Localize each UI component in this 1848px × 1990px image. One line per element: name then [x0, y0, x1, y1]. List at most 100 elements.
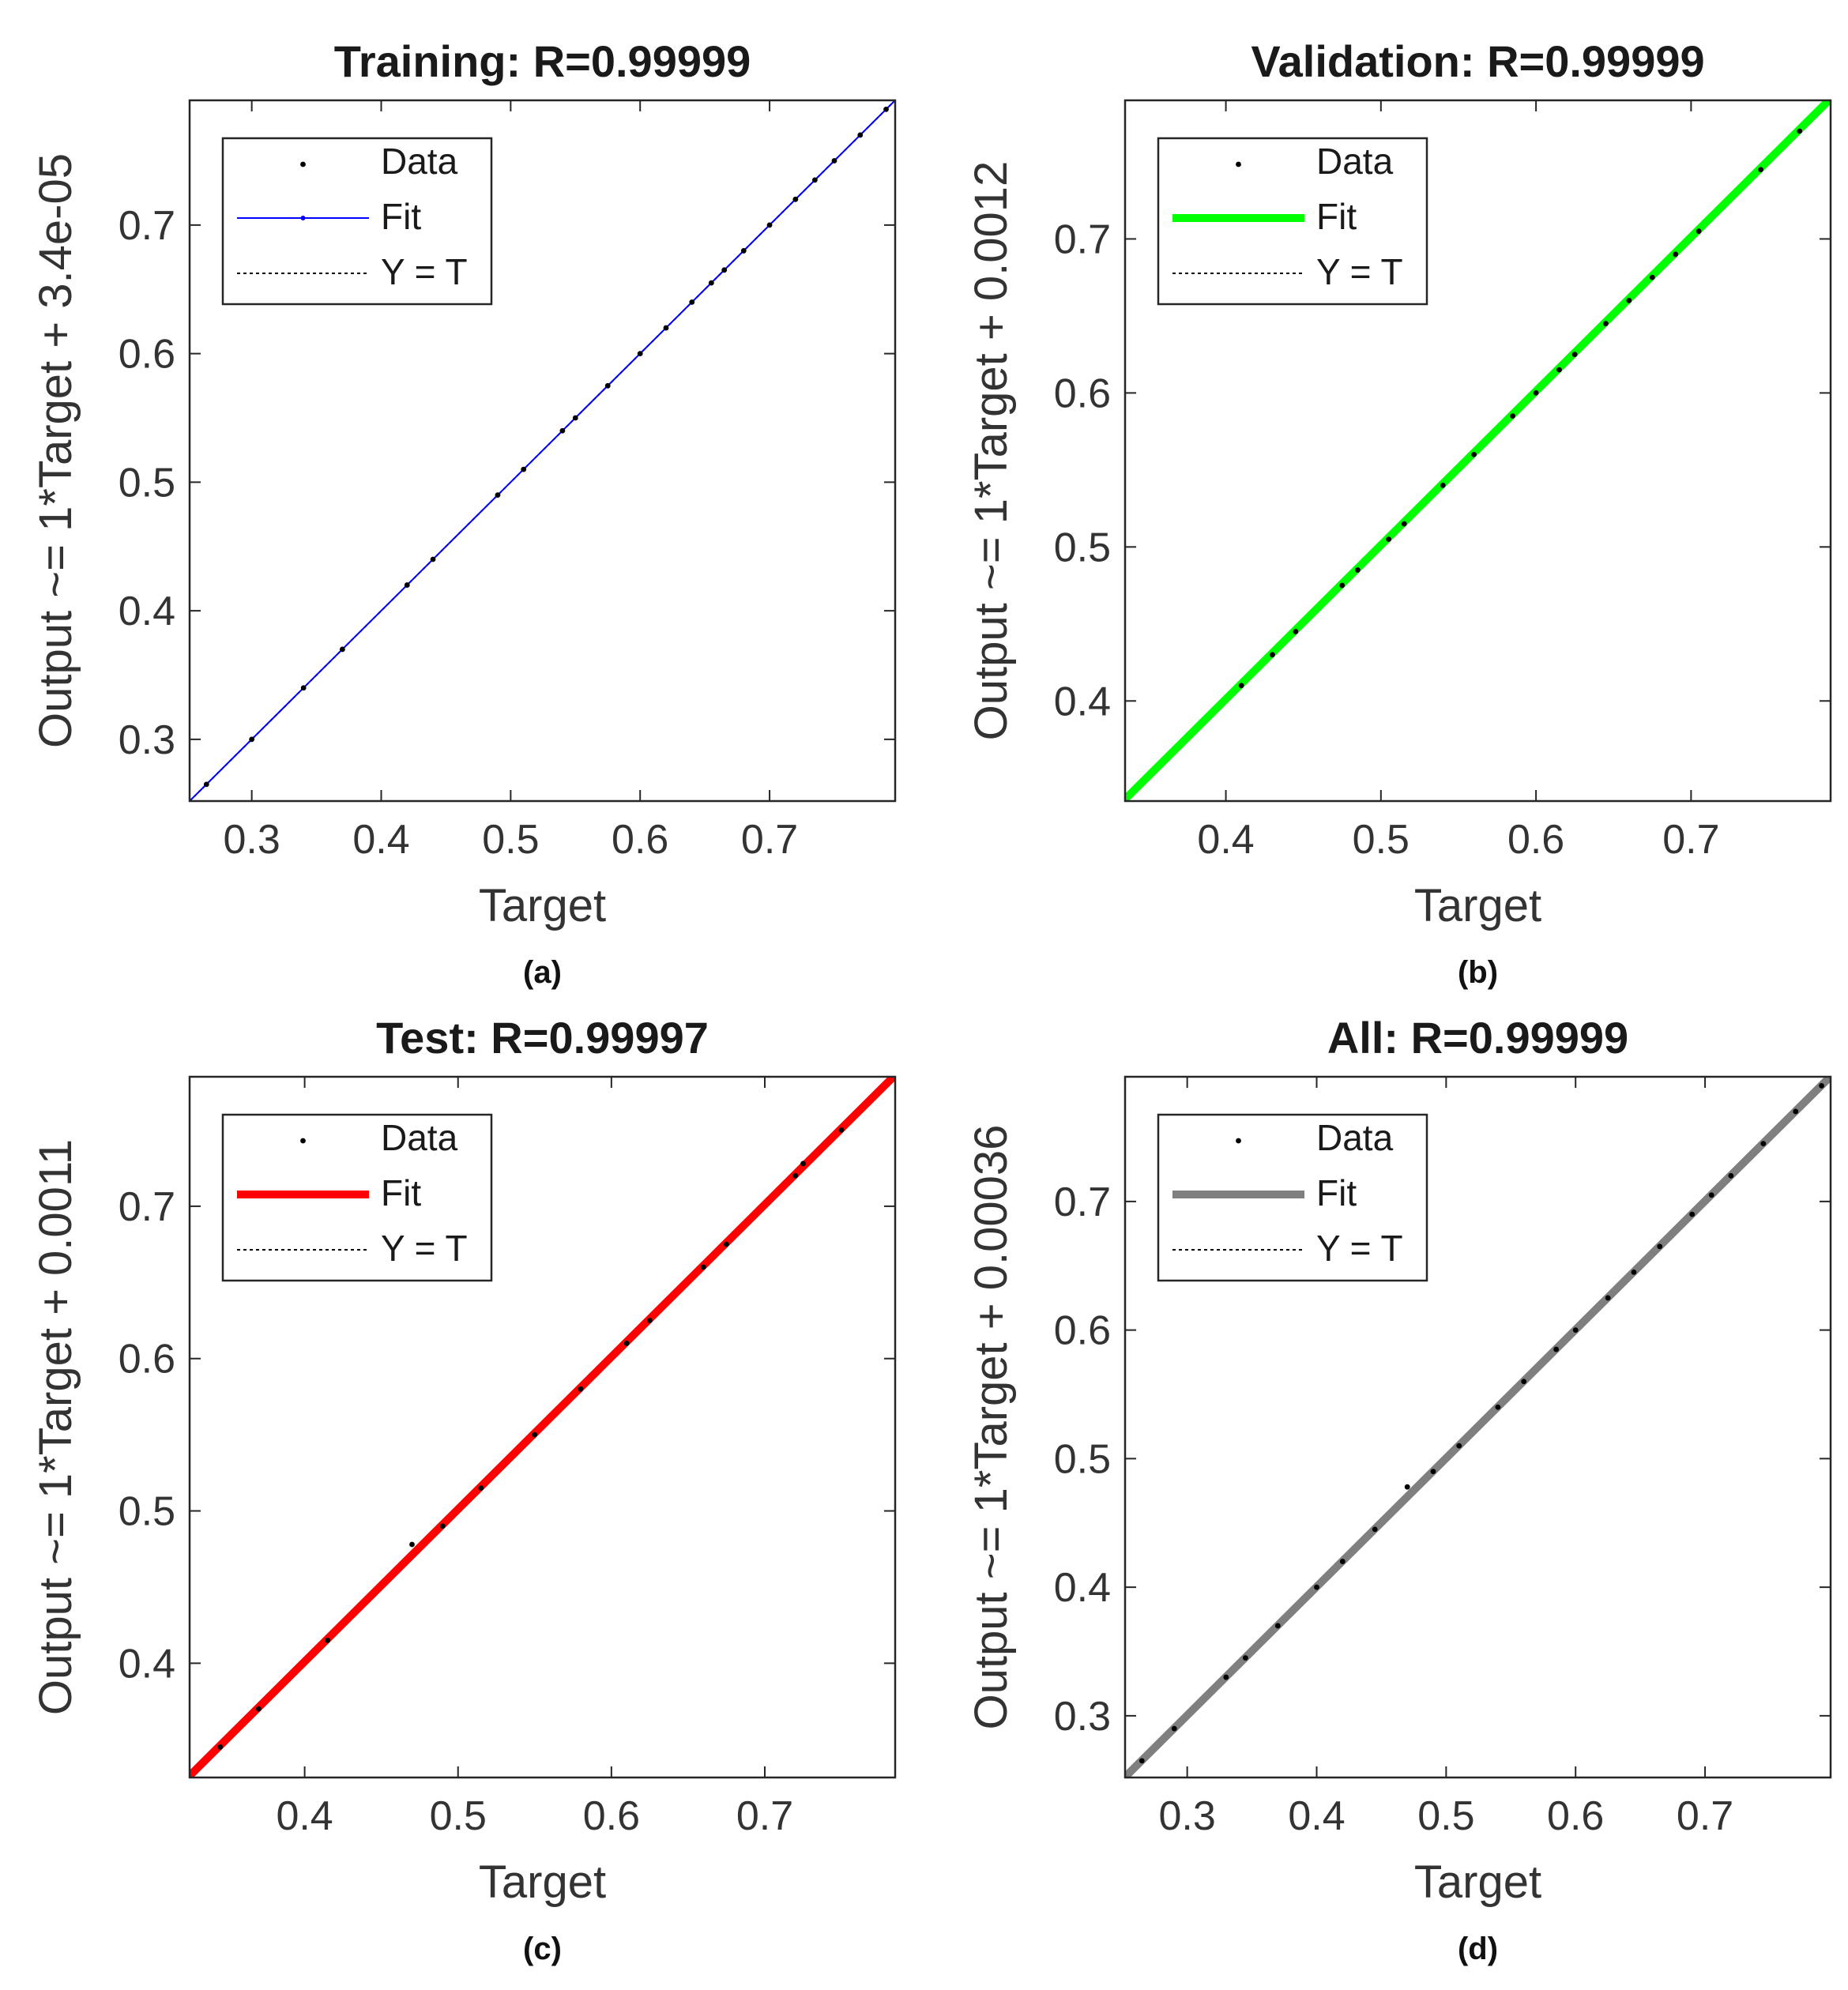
- data-point: [1270, 652, 1275, 658]
- y-tick-label: 0.6: [1054, 1308, 1111, 1354]
- data-point: [1571, 352, 1578, 358]
- data-point: [1495, 1404, 1501, 1410]
- data-point: [521, 466, 527, 472]
- legend: Data Fit Y = T: [1157, 1113, 1428, 1282]
- data-point: [1401, 521, 1407, 527]
- data-point: [700, 1264, 706, 1270]
- x-tick-label: 0.6: [1547, 1793, 1604, 1839]
- data-point: [578, 1386, 584, 1392]
- data-point: [883, 106, 889, 112]
- data-point: [831, 158, 837, 164]
- data-point: [532, 1431, 538, 1438]
- y-tick-label: 0.7: [119, 203, 175, 249]
- data-point: [339, 646, 345, 653]
- legend-data-marker: [300, 1138, 306, 1144]
- panel-b: 0.4 0.5 0.6 0.7 0.4 0.5 0.6 0.7 Validation: R=0.…: [965, 36, 1832, 990]
- data-point: [1696, 228, 1702, 235]
- data-point: [1556, 367, 1562, 373]
- data-point: [792, 1172, 799, 1179]
- data-point: [1314, 1584, 1319, 1590]
- y-tick-label: 0.5: [1054, 1436, 1111, 1482]
- data-point: [766, 222, 773, 228]
- panel-caption: (c): [523, 1932, 562, 1966]
- data-point: [1673, 251, 1679, 258]
- y-tick-label: 0.6: [1054, 371, 1111, 416]
- data-point: [478, 1485, 484, 1492]
- plot-content: [1125, 1077, 1831, 1777]
- data-point: [409, 1541, 415, 1548]
- data-point: [604, 382, 611, 389]
- data-point: [646, 1318, 653, 1323]
- x-tick-label: 0.6: [612, 817, 668, 863]
- fit-line: [190, 1077, 895, 1777]
- x-tick-label: 0.7: [1677, 1793, 1733, 1839]
- data-point: [1456, 1443, 1462, 1449]
- x-tick-label: 0.7: [741, 817, 798, 863]
- legend-data-marker: [300, 161, 306, 167]
- data-point: [1171, 1725, 1177, 1732]
- x-tick-label: 0.4: [1288, 1793, 1345, 1839]
- plot-frame: [188, 1075, 897, 1779]
- data-point: [1728, 1172, 1734, 1179]
- plot-frame: [188, 99, 897, 803]
- data-point: [1689, 1211, 1696, 1217]
- data-point: [1238, 683, 1244, 689]
- data-point: [1793, 1108, 1799, 1115]
- y-tick-label: 0.4: [119, 1641, 175, 1687]
- panel-caption: (b): [1458, 955, 1498, 990]
- legend-label: Data: [1316, 1117, 1394, 1158]
- panel-caption: (a): [523, 955, 562, 990]
- legend-box: [221, 137, 493, 306]
- data-point: [1430, 1469, 1436, 1475]
- data-point: [1354, 567, 1361, 573]
- y-tick-label: 0.5: [119, 460, 175, 506]
- data-point: [1372, 1526, 1378, 1533]
- x-tick-label: 0.5: [482, 817, 539, 863]
- data-point: [740, 248, 747, 254]
- data-point: [1572, 1327, 1579, 1334]
- x-tick-label: 0.4: [1197, 817, 1254, 863]
- data-point: [1386, 536, 1392, 542]
- data-point: [1274, 1623, 1281, 1629]
- y-tick-label: 0.6: [119, 332, 175, 378]
- data-point: [1440, 482, 1446, 488]
- data-point: [1631, 1269, 1637, 1275]
- panel-d: 0.3 0.4 0.5 0.6 0.7 0.3 0.4 0.5 0.6 0.7 All: R=0.9…: [965, 1013, 1832, 1966]
- plot-content: [190, 100, 895, 801]
- data-point: [800, 1161, 806, 1167]
- legend: Data Fit Y = T: [1157, 137, 1428, 306]
- x-tick-label: 0.6: [583, 1793, 640, 1839]
- data-point: [572, 415, 578, 421]
- x-axis-label: Target: [479, 1856, 606, 1908]
- data-point: [217, 1744, 224, 1750]
- y-tick-label: 0.4: [1054, 679, 1111, 724]
- panel-caption: (d): [1458, 1932, 1498, 1966]
- data-point: [1521, 1379, 1527, 1385]
- panel-a: 0.3 0.4 0.5 0.6 0.7 0.3 0.4 0.5 0.6 0.7 Training: …: [30, 36, 897, 990]
- y-axis-label: Output ~= 1*Target + 0.0012: [965, 161, 1017, 741]
- data-point: [663, 325, 669, 331]
- data-point: [724, 1241, 729, 1247]
- legend-label: Data: [381, 1117, 458, 1158]
- data-point: [559, 427, 566, 434]
- data-point: [1339, 582, 1346, 589]
- x-tick-label: 0.5: [1353, 817, 1410, 863]
- data-point: [404, 582, 410, 588]
- data-point: [1603, 321, 1609, 327]
- y-tick-label: 0.5: [1054, 525, 1111, 570]
- data-point: [1758, 167, 1764, 173]
- y-tick-label: 0.6: [119, 1337, 175, 1382]
- data-point: [812, 177, 818, 183]
- panel-title: Test: R=0.99997: [376, 1013, 709, 1063]
- y-axis-label: Output ~= 1*Target + 0.00036: [965, 1125, 1017, 1730]
- legend-label: Y = T: [1316, 251, 1403, 292]
- panel-title: Validation: R=0.99999: [1251, 36, 1704, 86]
- legend-label: Data: [381, 141, 458, 182]
- data-point: [1760, 1141, 1767, 1147]
- data-point: [1626, 298, 1632, 303]
- x-axis-label: Target: [479, 880, 606, 931]
- panel-title: Training: R=0.99999: [334, 36, 751, 86]
- plot-content: [1125, 100, 1831, 801]
- legend-label: Y = T: [381, 1228, 468, 1269]
